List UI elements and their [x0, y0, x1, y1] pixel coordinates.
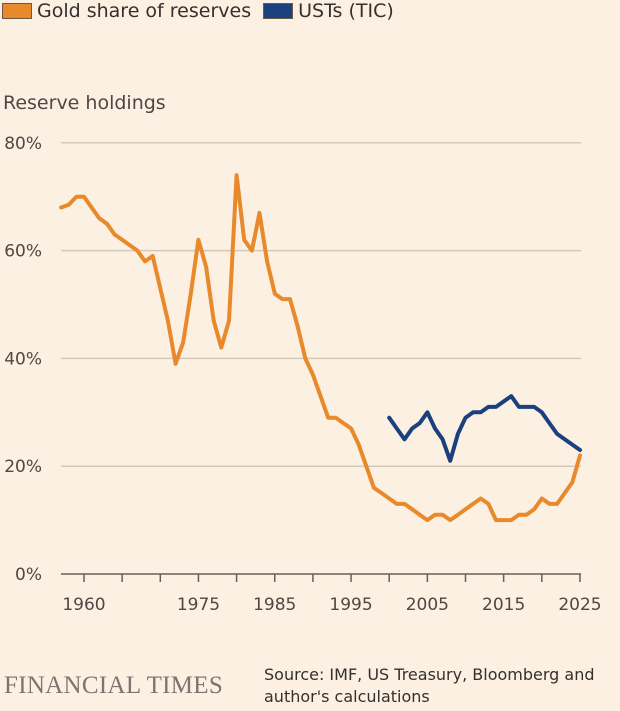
legend-label-gold: Gold share of reserves: [37, 0, 252, 22]
x-tick-label: 1995: [329, 595, 372, 615]
series-line-usts-tic: [387, 394, 582, 463]
chart-title: Reserve holdings: [3, 92, 166, 114]
gold-swatch: [2, 3, 32, 19]
x-tick-label: 2005: [406, 595, 449, 615]
y-tick-label: 40%: [4, 349, 42, 369]
x-tick-label: 1975: [177, 595, 220, 615]
source-note: Source: IMF, US Treasury, Bloomberg and …: [264, 665, 595, 706]
y-tick-label: 80%: [4, 134, 42, 154]
ust-swatch: [263, 3, 294, 19]
legend-item-ust: USTs (TIC): [263, 0, 394, 22]
legend: Gold share of reserves USTs (TIC): [2, 0, 406, 22]
ft-logo: FINANCIAL TIMES: [4, 672, 224, 699]
y-tick-label: 60%: [4, 242, 42, 262]
y-tick-label: 20%: [4, 457, 42, 477]
series-line-gold-share-of-reserves: [59, 173, 582, 523]
x-tick-label: 2015: [482, 595, 525, 615]
x-tick-label: 2025: [558, 595, 601, 615]
legend-item-gold: Gold share of reserves: [2, 0, 251, 22]
legend-label-ust: USTs (TIC): [298, 0, 394, 22]
x-tick-label: 1960: [62, 595, 105, 615]
y-tick-label: 0%: [15, 565, 42, 585]
x-tick-label: 1985: [253, 595, 296, 615]
